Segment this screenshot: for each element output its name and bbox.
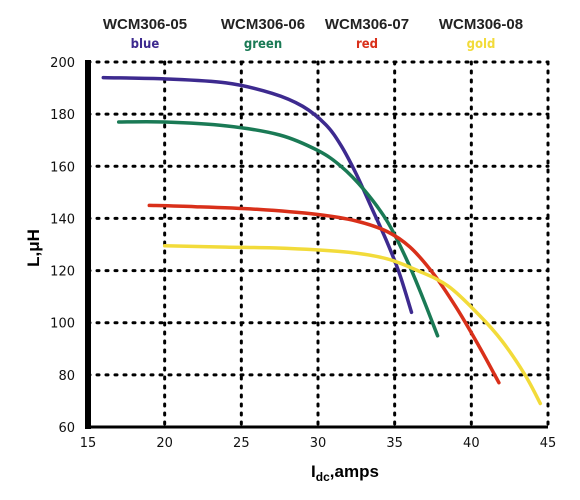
tick-labels: 60 80 100 120 140 160 180 200 15 20 25 30 35 40 45	[50, 56, 556, 451]
x-axis-title-main: I	[311, 462, 316, 481]
y-tick-label: 120	[50, 265, 75, 280]
x-tick-label: 30	[310, 436, 327, 451]
x-axis-title-sub: dc	[316, 470, 330, 484]
y-tick-label: 80	[58, 369, 75, 384]
legend: WCM306-05 blue WCM306-06 green WCM306-07 red W…	[103, 16, 523, 52]
legend-color-name: red	[356, 37, 378, 52]
legend-color-name: green	[244, 37, 282, 52]
x-tick-label: 45	[540, 436, 557, 451]
legend-color-name: blue	[131, 37, 160, 52]
legend-part-number: WCM306-08	[439, 16, 523, 33]
y-tick-label: 140	[50, 212, 75, 227]
series-line-green	[116, 119, 440, 338]
legend-part-number: WCM306-07	[325, 16, 409, 33]
legend-part-number: WCM306-06	[221, 16, 305, 33]
x-tick-label: 20	[156, 436, 173, 451]
x-tick-label: 35	[386, 436, 403, 451]
y-tick-label: 160	[50, 160, 75, 175]
y-axis-title: L,μH	[24, 229, 43, 267]
axes	[85, 60, 548, 429]
y-tick-label: 180	[50, 108, 75, 123]
y-tick-label: 200	[50, 56, 75, 71]
series-lines	[101, 75, 543, 406]
x-axis-title: Idc,amps	[311, 462, 379, 484]
series-line-red	[147, 203, 501, 385]
legend-color-name: gold	[467, 37, 496, 52]
y-tick-label: 100	[50, 317, 75, 332]
y-tick-label: 60	[58, 421, 75, 436]
x-tick-label: 25	[233, 436, 250, 451]
x-axis-title-unit: ,amps	[330, 462, 379, 481]
x-tick-label: 40	[463, 436, 480, 451]
series-line-blue	[101, 75, 414, 315]
x-tick-label: 15	[80, 436, 97, 451]
series-line-gold	[162, 244, 543, 406]
legend-part-number: WCM306-05	[103, 16, 187, 33]
